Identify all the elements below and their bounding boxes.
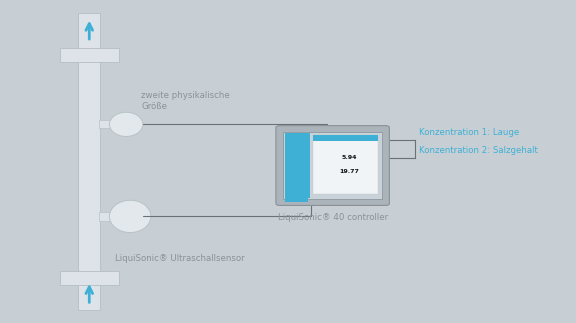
FancyBboxPatch shape [276,126,389,205]
Text: 19.77: 19.77 [339,169,359,174]
Text: Konzentration 1: Lauge: Konzentration 1: Lauge [419,128,519,137]
Bar [283,132,382,199]
Bar [99,212,112,221]
Bar [285,198,308,202]
Bar [78,13,100,310]
Bar [313,135,378,141]
Text: LiquiSonic® Ultraschallsensor: LiquiSonic® Ultraschallsensor [115,254,245,263]
Text: LiquiSonic® 40 controller: LiquiSonic® 40 controller [278,213,388,222]
Bar [60,271,119,285]
Text: 5.94: 5.94 [341,155,357,160]
Bar [285,133,310,198]
Text: Konzentration 2: Salzgehalt: Konzentration 2: Salzgehalt [419,146,537,155]
Ellipse shape [109,200,151,233]
Bar [313,135,378,194]
Bar [99,120,112,128]
Text: zweite physikalische
Größe: zweite physikalische Größe [141,91,230,111]
Ellipse shape [109,112,143,137]
Bar [60,48,119,62]
